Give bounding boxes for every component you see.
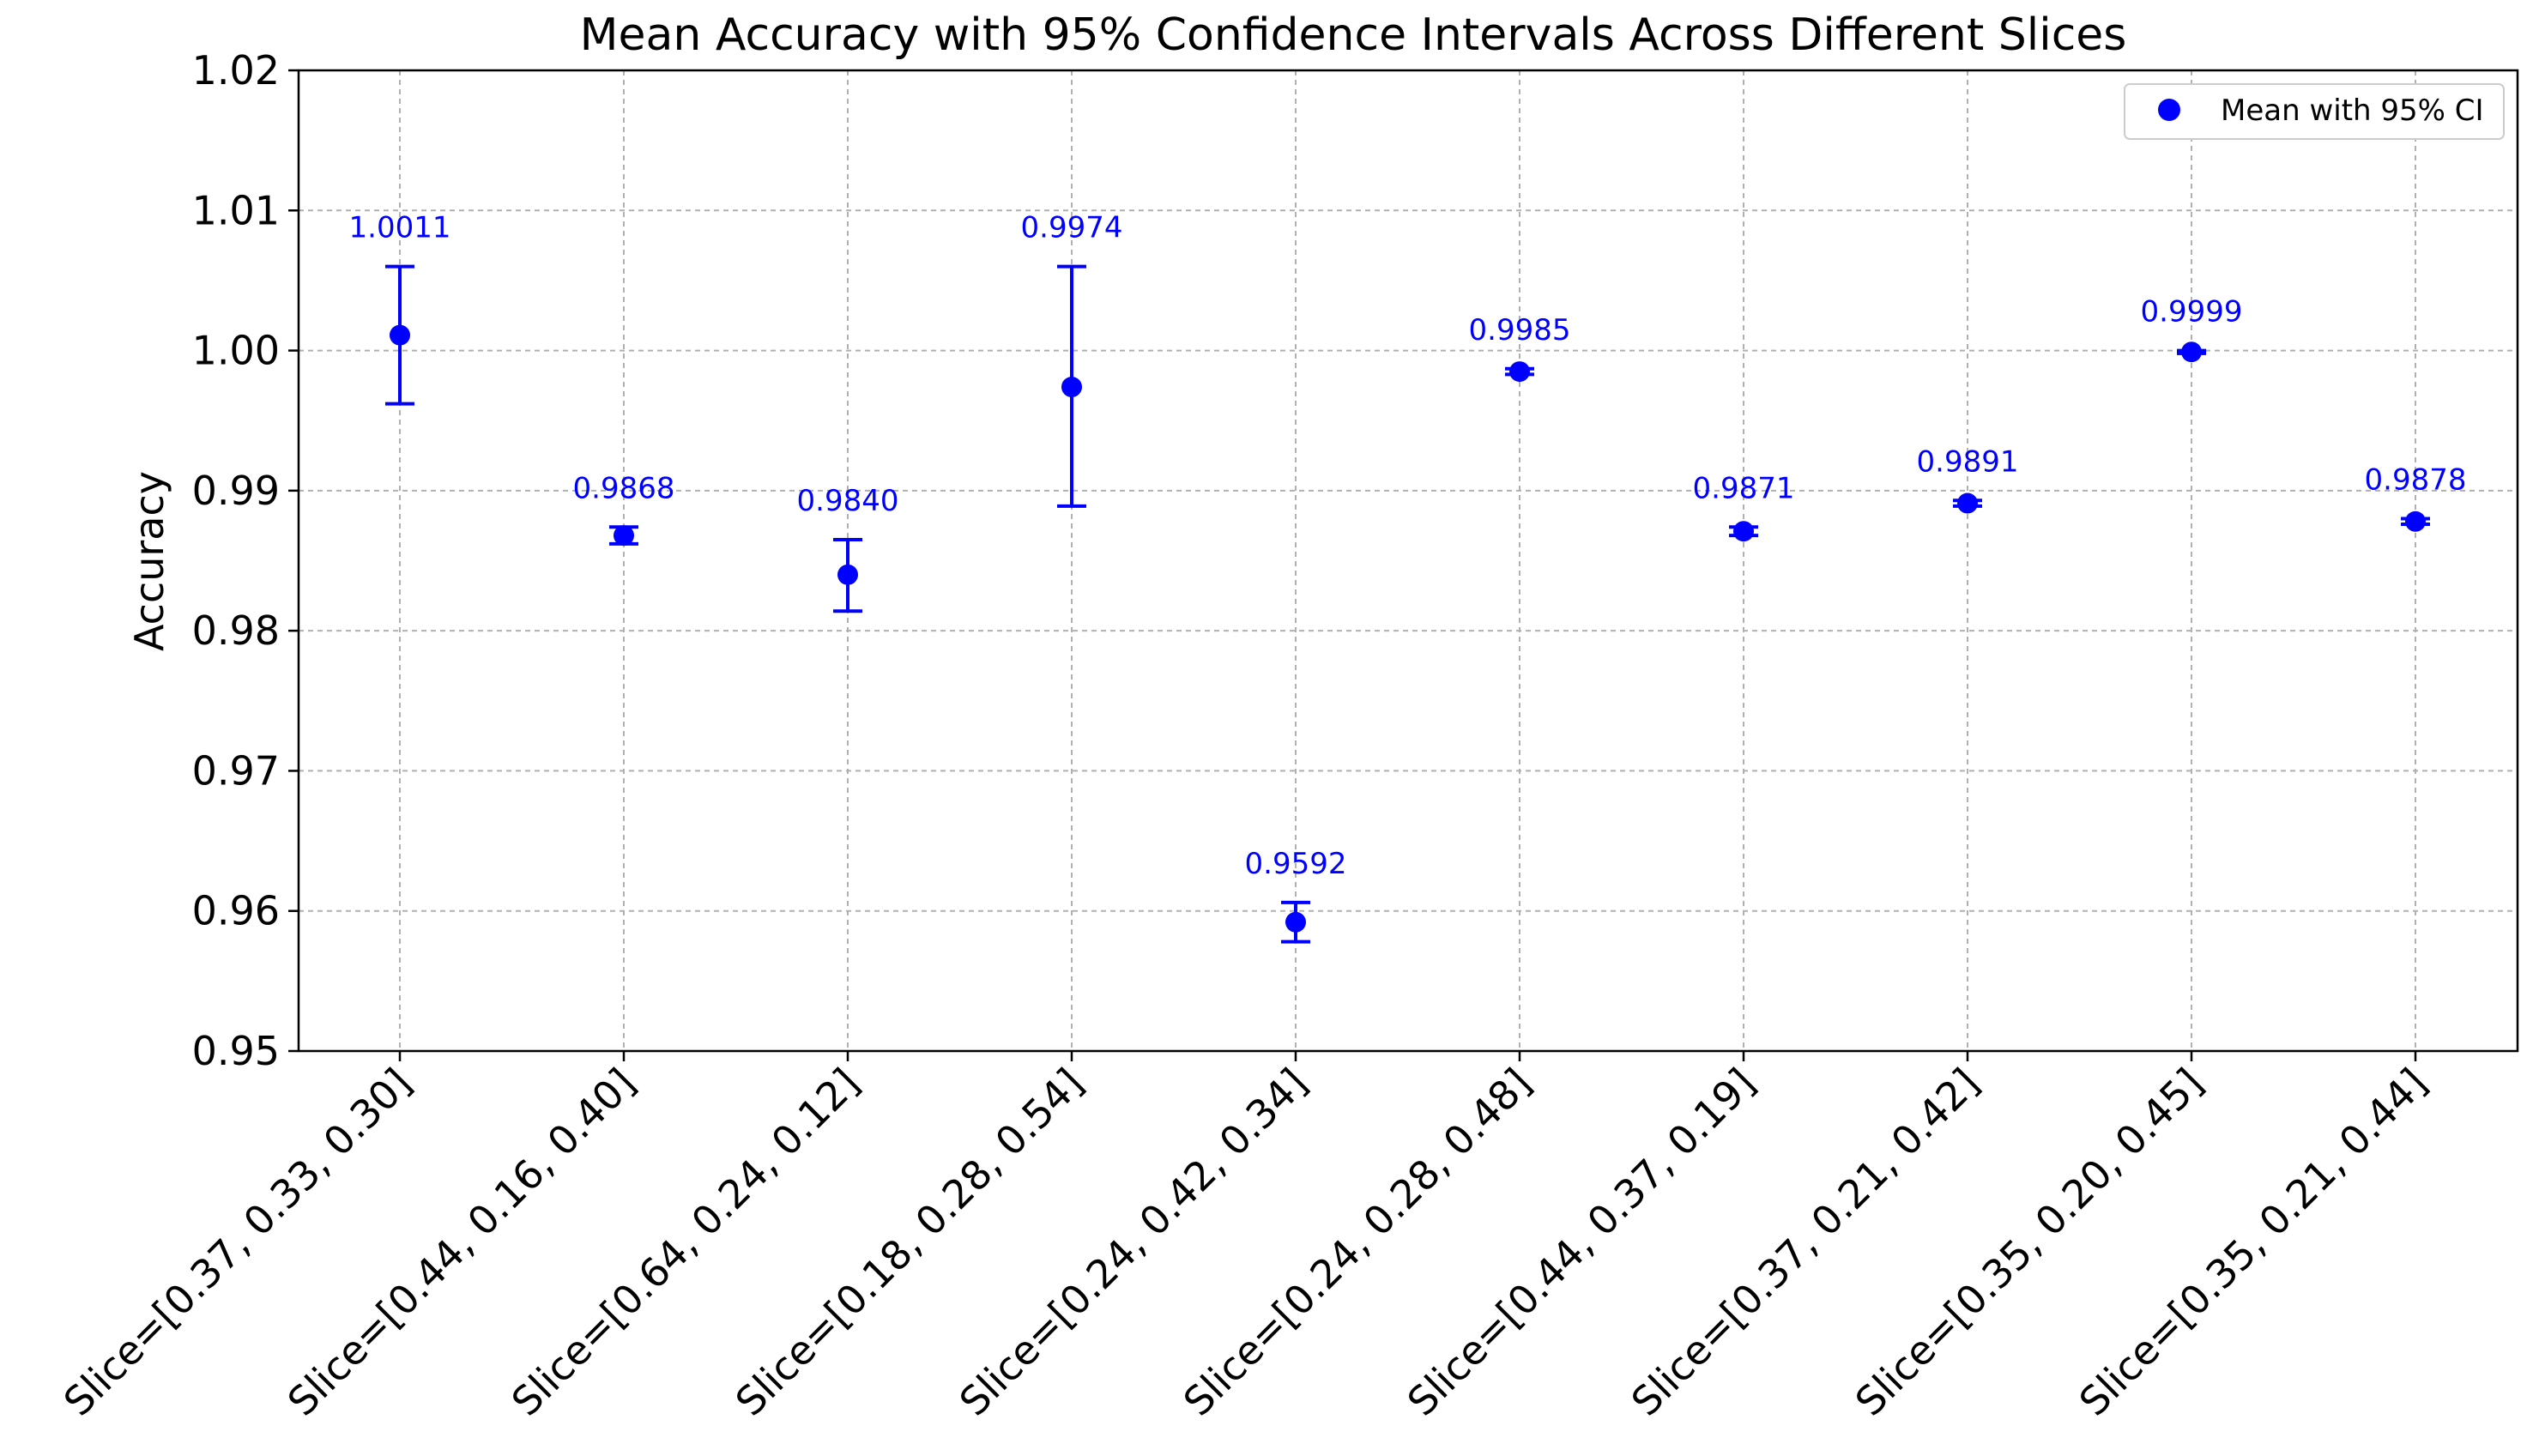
y-tick-label: 1.00 — [192, 328, 280, 374]
legend: Mean with 95% CI — [2124, 83, 2505, 140]
data-point — [837, 564, 858, 585]
data-point — [1285, 911, 1306, 933]
data-point — [2181, 341, 2202, 363]
data-label: 0.9891 — [1917, 444, 2019, 479]
y-tick-label: 1.02 — [192, 47, 280, 94]
x-axis-ticks: Slice=[0.37, 0.33, 0.30]Slice=[0.44, 0.1… — [55, 1051, 2436, 1425]
data-label: 0.9878 — [2365, 463, 2467, 498]
y-tick-label: 1.01 — [192, 187, 280, 233]
chart-title: Mean Accuracy with 95% Confidence Interv… — [580, 9, 2127, 61]
data-point — [1957, 492, 1978, 514]
data-point — [2405, 511, 2426, 532]
y-axis-label: Accuracy — [126, 471, 172, 651]
data-label: 0.9999 — [2141, 295, 2243, 329]
legend-label: Mean with 95% CI — [2221, 94, 2484, 128]
data-point — [1733, 521, 1754, 542]
data-marks: 1.0011 0.9868 0.9840 0.9974 0.9592 0.9985 0.98… — [349, 211, 2467, 944]
y-tick-label: 0.98 — [192, 607, 280, 654]
data-label: 0.9871 — [1693, 471, 1795, 505]
y-axis-ticks: 0.95 0.96 0.97 0.98 0.99 1.00 1.01 1.02 — [192, 47, 299, 1074]
plot-frame — [297, 69, 2519, 1053]
data-label: 0.9974 — [1021, 211, 1123, 245]
y-tick-label: 0.95 — [192, 1028, 280, 1074]
grid — [299, 69, 2518, 1052]
data-label: 0.9592 — [1245, 847, 1347, 881]
data-point — [614, 525, 634, 547]
legend-marker — [2158, 99, 2180, 121]
data-point — [1509, 361, 1530, 383]
data-label: 1.0011 — [349, 211, 451, 245]
data-label: 0.9840 — [797, 484, 899, 518]
y-tick-label: 0.96 — [192, 888, 280, 934]
data-point — [1061, 377, 1082, 398]
y-tick-label: 0.99 — [192, 468, 280, 514]
legend-box — [2124, 83, 2505, 140]
data-point — [390, 324, 410, 346]
data-label: 0.9985 — [1469, 313, 1571, 347]
data-label: 0.9868 — [573, 471, 675, 505]
y-tick-label: 0.97 — [192, 747, 280, 794]
